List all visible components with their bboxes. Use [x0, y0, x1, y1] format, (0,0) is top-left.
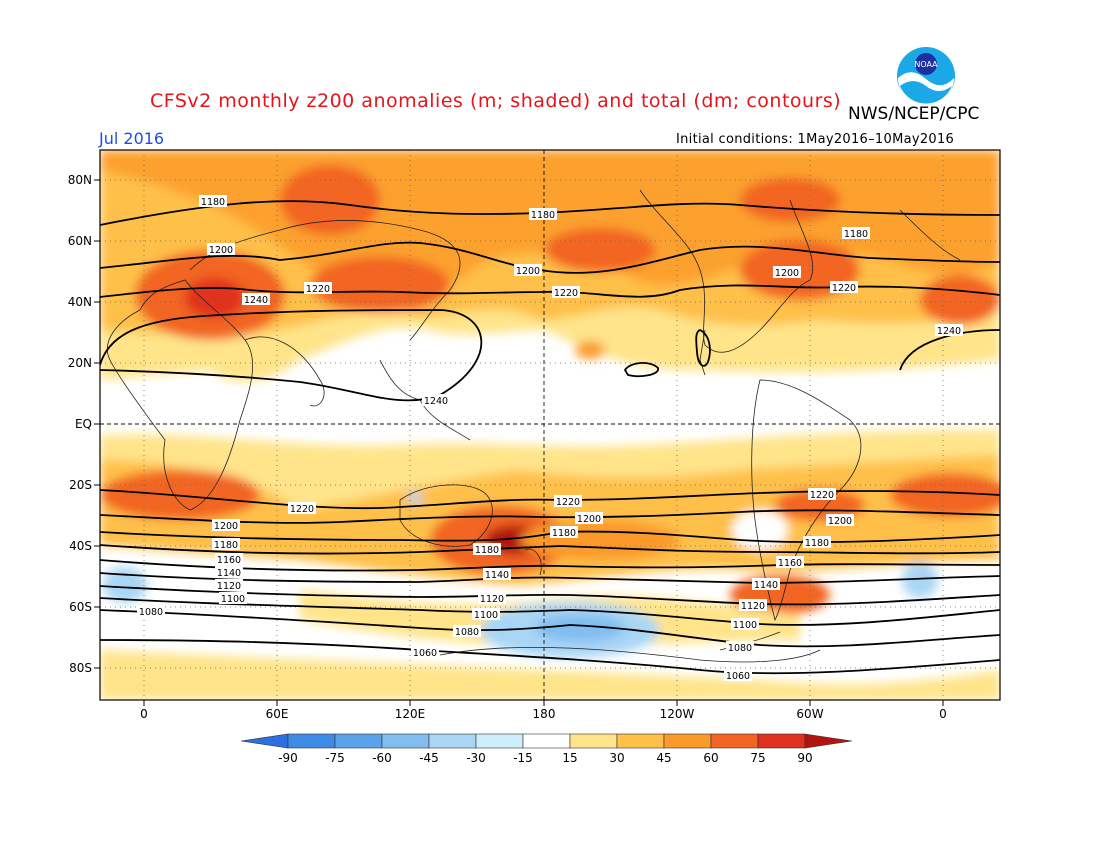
colorbar-swatch	[616, 733, 665, 749]
contour-label: 1180	[214, 540, 238, 551]
colorbar-swatch	[757, 733, 806, 749]
lat-label: EQ	[75, 417, 92, 431]
colorbar-labels: -90 -75 -60 -45 -30 -15 15 30 45 60 75 90	[278, 751, 812, 765]
contour-label: 1220	[554, 288, 578, 299]
contour-label: 1180	[531, 210, 555, 221]
lat-label: 20N	[68, 356, 92, 370]
colorbar-swatch	[569, 733, 618, 749]
contour-label: 1200	[828, 516, 852, 527]
lon-label: 120W	[660, 707, 695, 721]
lon-label: 60E	[266, 707, 289, 721]
contour-label: 1080	[728, 643, 752, 654]
map-frame	[99, 149, 1001, 701]
contour-label: 1120	[480, 594, 504, 605]
lon-label: 0	[140, 707, 148, 721]
contour-label: 1140	[754, 580, 778, 591]
forecast-month: Jul 2016	[99, 129, 165, 148]
lat-label: 60S	[69, 600, 92, 614]
contour-label: 1100	[221, 594, 245, 605]
contour-label: 1220	[556, 497, 580, 508]
contour-label: 1160	[778, 558, 802, 569]
contour-label: 1120	[217, 581, 241, 592]
lat-label: 40S	[69, 539, 92, 553]
colorbar-swatch	[428, 733, 477, 749]
contour-label: 1180	[844, 229, 868, 240]
axis-ticks	[94, 179, 944, 706]
colorbar-label: -75	[325, 751, 345, 765]
longitude-labels: 0 60E 120E 180 120W 60W 0	[140, 707, 947, 721]
lat-label: 80N	[68, 173, 92, 187]
lat-label: 60N	[68, 234, 92, 248]
colorbar-blocks	[240, 733, 853, 749]
lon-label: 60W	[796, 707, 823, 721]
colorbar-swatch	[710, 733, 759, 749]
contour-label: 1200	[516, 266, 540, 277]
contour-label: 1180	[552, 528, 576, 539]
contour-label: 1220	[290, 504, 314, 515]
colorbar-label: -90	[278, 751, 298, 765]
colorbar-swatch	[804, 733, 853, 749]
contour-label: 1080	[455, 627, 479, 638]
initial-conditions: Initial conditions: 1May2016–10May2016	[676, 132, 955, 147]
map-title: CFSv2 monthly z200 anomalies (m; shaded)…	[150, 90, 842, 112]
coastlines	[107, 189, 961, 663]
colorbar-label: 30	[609, 751, 624, 765]
contour-label: 1180	[201, 197, 225, 208]
colorbar-label: 90	[797, 751, 812, 765]
latitude-labels: 80N 60N 40N 20N EQ 20S 40S 60S 80S	[68, 173, 92, 675]
colorbar: -90 -75 -60 -45 -30 -15 15 30 45 60 75 90	[240, 733, 853, 765]
contour-label: 1060	[726, 671, 750, 682]
contour-label: 1060	[413, 648, 437, 659]
contour-label: 1100	[733, 620, 757, 631]
colorbar-label: 75	[750, 751, 765, 765]
contour-label: 1200	[214, 521, 238, 532]
contour-label: 1240	[937, 326, 961, 337]
contour-label: 1140	[217, 568, 241, 579]
lat-label: 80S	[69, 661, 92, 675]
contour-label: 1200	[577, 514, 601, 525]
colorbar-label: 60	[703, 751, 718, 765]
contour-label: 1220	[306, 284, 330, 295]
svg-text:NOAA: NOAA	[914, 60, 938, 69]
lon-label: 0	[939, 707, 947, 721]
contour-label: 1120	[741, 601, 765, 612]
colorbar-swatch	[663, 733, 712, 749]
colorbar-swatch	[522, 733, 571, 749]
contour-label: 1100	[474, 610, 498, 621]
agency-label: NWS/NCEP/CPC	[848, 104, 980, 124]
colorbar-label: -15	[513, 751, 533, 765]
colorbar-label: -45	[419, 751, 439, 765]
contour-labels: 1180 1180 1180 1200 1200 1200 1220 1220 …	[137, 195, 963, 682]
colorbar-swatch	[240, 733, 289, 749]
noaa-logo-icon: NOAA	[897, 47, 955, 106]
lat-label: 40N	[68, 295, 92, 309]
contour-label: 1140	[485, 570, 509, 581]
equator-dateline	[100, 150, 1000, 700]
lat-label: 20S	[69, 478, 92, 492]
colorbar-swatch	[381, 733, 430, 749]
colorbar-swatch	[334, 733, 383, 749]
contour-label: 1240	[244, 295, 268, 306]
lon-label: 180	[533, 707, 556, 721]
contour-label: 1180	[475, 545, 499, 556]
lon-label: 120E	[395, 707, 426, 721]
contour-label: 1160	[217, 555, 241, 566]
contour-label: 1240	[424, 396, 448, 407]
contour-label: 1080	[139, 607, 163, 618]
contour-label: 1180	[805, 538, 829, 549]
colorbar-swatch	[475, 733, 524, 749]
contour-label: 1220	[810, 490, 834, 501]
colorbar-label: -30	[466, 751, 486, 765]
colorbar-label: 15	[562, 751, 577, 765]
contour-label: 1200	[775, 268, 799, 279]
colorbar-label: -60	[372, 751, 392, 765]
contour-label: 1220	[832, 283, 856, 294]
contour-label: 1200	[209, 245, 233, 256]
gridlines	[100, 150, 1000, 700]
colorbar-label: 45	[656, 751, 671, 765]
colorbar-swatch	[287, 733, 336, 749]
